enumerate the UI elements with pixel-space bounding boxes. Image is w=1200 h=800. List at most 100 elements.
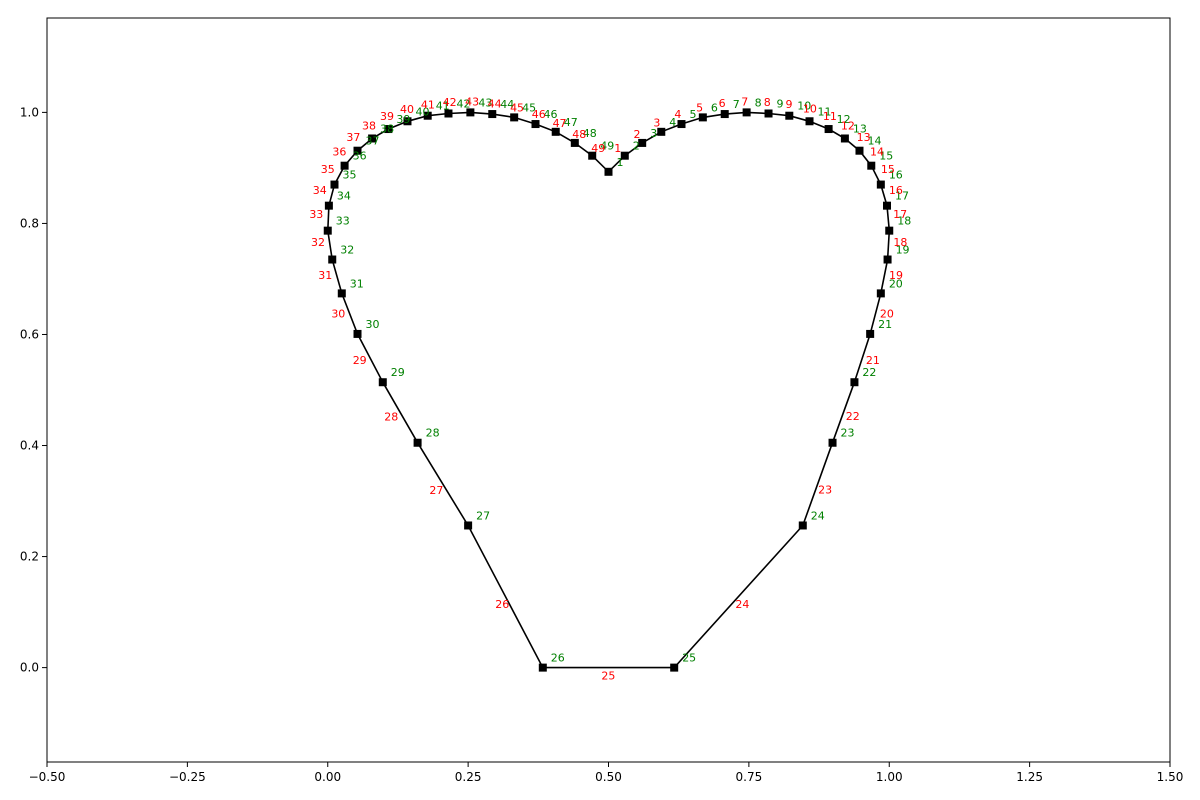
- vertex-label: 44: [500, 98, 514, 111]
- vertex-marker: [677, 120, 686, 129]
- vertex-marker: [850, 378, 859, 387]
- edge-label: 1: [614, 142, 621, 155]
- vertex-label: 3: [650, 127, 657, 140]
- edge-label: 32: [311, 236, 325, 249]
- vertex-marker: [805, 117, 814, 126]
- vertex-marker: [638, 138, 647, 147]
- vertex-label: 25: [682, 652, 696, 665]
- vertex-label: 39: [396, 113, 410, 126]
- vertex-marker: [588, 151, 597, 160]
- vertex-label: 22: [862, 366, 876, 379]
- vertex-marker: [885, 226, 894, 235]
- edge-label: 45: [510, 102, 524, 115]
- edge-label: 46: [532, 108, 546, 121]
- vertex-marker: [337, 289, 346, 298]
- edge-label: 41: [421, 98, 435, 111]
- vertex-label: 8: [755, 96, 762, 109]
- vertex-label: 10: [797, 100, 811, 113]
- edge-label: 31: [318, 269, 332, 282]
- vertex-label: 37: [366, 135, 380, 148]
- edge-label: 5: [696, 101, 703, 114]
- vertex-label: 47: [564, 116, 578, 129]
- edge-label: 13: [857, 131, 871, 144]
- vertex-label: 1: [617, 156, 624, 169]
- y-tick-label: 0.2: [20, 550, 39, 564]
- edge-label: 30: [331, 308, 345, 321]
- x-tick-label: −0.25: [169, 770, 206, 784]
- vertex-marker: [798, 521, 807, 530]
- vertex-label: 28: [426, 427, 440, 440]
- vertex-label: 2: [633, 140, 640, 153]
- edge-label: 16: [889, 184, 903, 197]
- y-tick-label: 1.0: [20, 105, 39, 119]
- edge-label: 20: [880, 308, 894, 321]
- edge-label: 4: [674, 108, 681, 121]
- vertex-label: 16: [889, 169, 903, 182]
- vertex-marker: [403, 117, 412, 126]
- x-tick-label: 0.75: [736, 770, 763, 784]
- vertex-marker: [876, 289, 885, 298]
- x-axis-ticks: −0.50 −0.25 0.00 0.25 0.50 0.75 1.00 1.25 1.50: [29, 762, 1183, 784]
- vertex-label: 4: [669, 116, 676, 129]
- y-axis-ticks: 0.0 0.2 0.4 0.6 0.8 1.0: [20, 105, 47, 675]
- edge-label: 2: [634, 128, 641, 141]
- vertex-marker: [620, 151, 629, 160]
- edge-label: 3: [653, 117, 660, 130]
- vertex-marker: [670, 663, 679, 672]
- vertex-label: 33: [336, 215, 350, 228]
- edge-label: 42: [443, 96, 457, 109]
- vertex-label: 35: [342, 169, 356, 182]
- edge-label: 7: [741, 95, 748, 108]
- edge-label: 29: [353, 354, 367, 367]
- x-tick-label: 0.00: [314, 770, 341, 784]
- edge-label: 47: [553, 117, 567, 130]
- vertex-marker: [698, 113, 707, 122]
- vertex-marker: [353, 329, 362, 338]
- vertex-label: 45: [522, 101, 536, 114]
- vertex-label: 49: [600, 140, 614, 153]
- vertex-label: 38: [380, 122, 394, 135]
- edge-label: 37: [346, 131, 360, 144]
- vertex-label: 9: [777, 97, 784, 110]
- vertex-marker: [828, 438, 837, 447]
- vertex-label: 7: [733, 98, 740, 111]
- vertex-marker: [867, 161, 876, 170]
- vertex-label: 36: [353, 150, 367, 163]
- vertex-marker: [466, 108, 475, 117]
- vertex-label: 5: [689, 108, 696, 121]
- edge-label: 21: [866, 354, 880, 367]
- edge-label: 23: [818, 484, 832, 497]
- y-tick-label: 0.8: [20, 216, 39, 230]
- edge-label: 39: [380, 110, 394, 123]
- edge-label: 34: [313, 184, 327, 197]
- vertex-marker: [742, 108, 751, 117]
- edge-label: 43: [465, 95, 479, 108]
- vertex-label: 48: [583, 127, 597, 140]
- vertex-marker: [368, 134, 377, 143]
- vertex-marker: [551, 127, 560, 136]
- edge-label: 35: [321, 163, 335, 176]
- vertex-label: 23: [841, 427, 855, 440]
- edge-label: 44: [488, 97, 502, 110]
- vertex-marker: [876, 180, 885, 189]
- vertex-label: 20: [889, 277, 903, 290]
- vertex-marker: [657, 127, 666, 136]
- edge-label: 10: [803, 103, 817, 116]
- vertex-label: 46: [544, 108, 558, 121]
- vertex-label: 11: [818, 105, 832, 118]
- vertex-marker: [328, 255, 337, 264]
- vertex-label: 29: [391, 366, 405, 379]
- vertex-marker: [444, 109, 453, 118]
- edge-label: 27: [429, 484, 443, 497]
- vertex-label: 24: [811, 509, 825, 522]
- vertex-label: 13: [853, 122, 867, 135]
- vertex-marker: [604, 167, 613, 176]
- edge-label: 15: [881, 163, 895, 176]
- vertex-marker: [423, 111, 432, 120]
- vertex-marker: [855, 146, 864, 155]
- vertex-label: 41: [436, 100, 450, 113]
- vertex-marker: [570, 138, 579, 147]
- vertex-label: 32: [340, 244, 354, 257]
